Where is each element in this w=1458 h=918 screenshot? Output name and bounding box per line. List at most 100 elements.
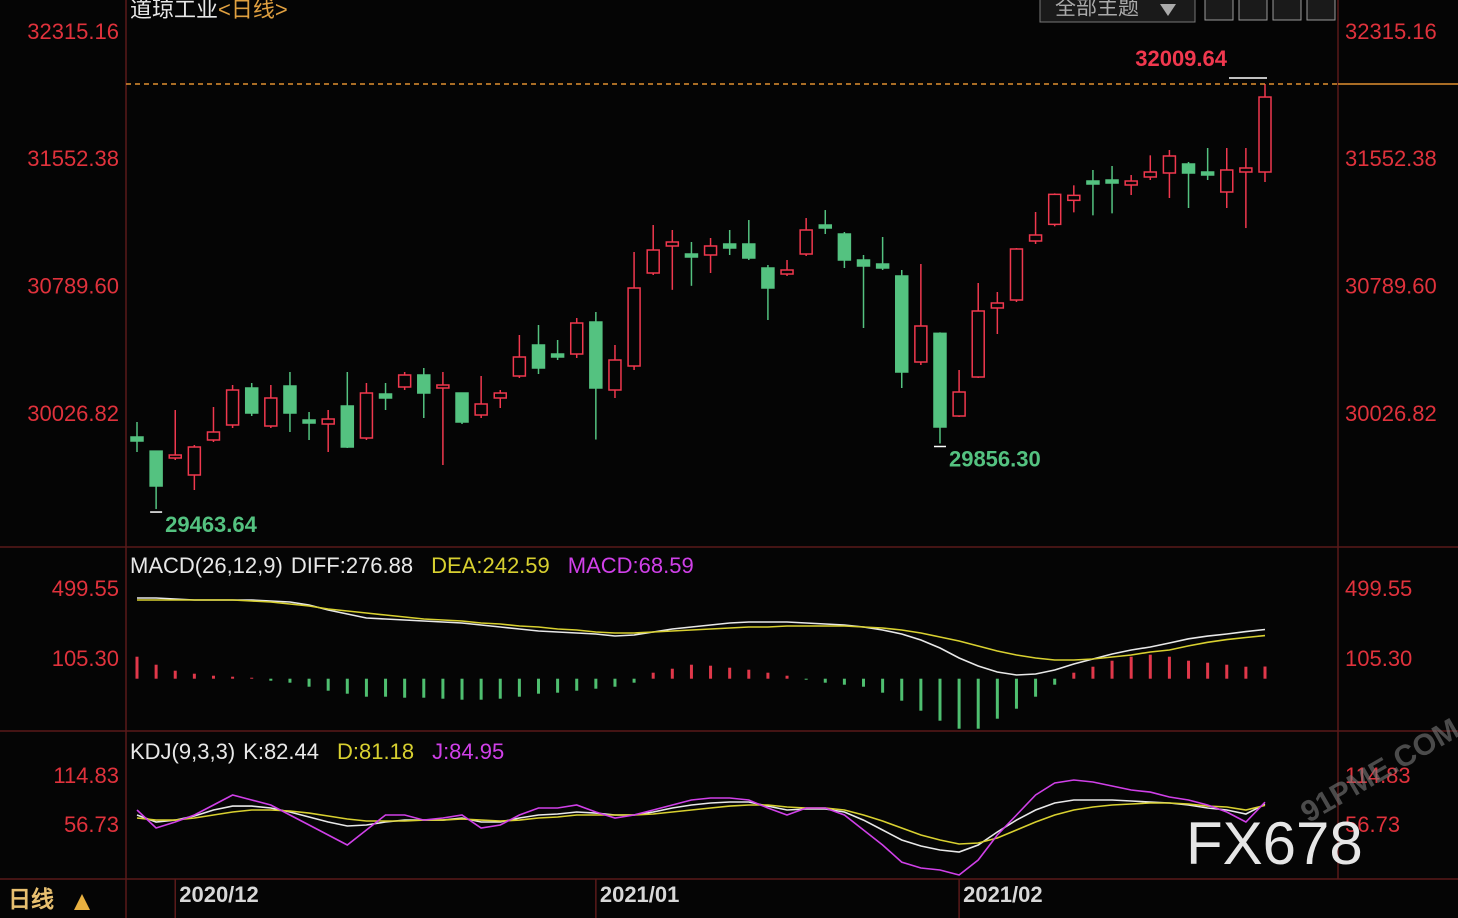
- histogram-bar: [403, 678, 407, 698]
- candle-body: [646, 249, 660, 274]
- candle-body: [378, 393, 393, 399]
- histogram-bar: [1244, 666, 1248, 679]
- tool-icon[interactable]: [1238, 0, 1268, 21]
- histogram-bar: [575, 678, 579, 691]
- toolbar: 全部主题: [1039, 0, 1336, 23]
- candle-body: [589, 321, 603, 389]
- histogram-bar: [689, 664, 693, 679]
- histogram-bar: [1091, 666, 1095, 679]
- histogram-bar: [976, 678, 980, 729]
- histogram-bar: [804, 678, 808, 680]
- y-tick-label-right: 30789.60: [1345, 273, 1437, 298]
- candle-body: [302, 419, 316, 424]
- candle-body: [856, 259, 871, 267]
- histogram-bar: [1187, 660, 1191, 679]
- min-label: 29463.64: [165, 512, 258, 537]
- y-tick-label: 31552.38: [27, 146, 119, 171]
- histogram-bar: [842, 678, 846, 685]
- tool-icon[interactable]: [1204, 0, 1234, 21]
- theme-button[interactable]: [1039, 0, 1196, 23]
- candle-body: [130, 436, 144, 442]
- tool-icon[interactable]: [1306, 0, 1336, 21]
- histogram-bar: [632, 678, 636, 683]
- candle-body: [894, 275, 909, 373]
- histogram-bar: [613, 678, 617, 687]
- candle-body: [608, 359, 622, 391]
- histogram-bar: [1206, 662, 1210, 679]
- histogram-bar: [1072, 672, 1076, 679]
- candle-body: [244, 387, 259, 414]
- histogram-bar: [1167, 656, 1171, 679]
- candle-body: [187, 446, 202, 476]
- y-tick-label: 56.73: [64, 812, 119, 837]
- indicator-line: [136, 799, 1266, 853]
- y-tick-label-right: 30026.82: [1345, 401, 1437, 426]
- panel-title: KDJ(9,3,3): [130, 739, 235, 764]
- candle-body: [837, 233, 852, 261]
- histogram-bar: [957, 678, 961, 729]
- candle-body: [761, 267, 775, 289]
- panel-title: MACD(26,12,9): [130, 553, 283, 578]
- histogram-bar: [900, 678, 904, 701]
- candle-body: [703, 245, 718, 256]
- legend-entry: J:84.95: [432, 739, 504, 764]
- candle-body: [799, 229, 813, 255]
- candle-body: [1067, 194, 1081, 202]
- histogram-bar: [728, 667, 732, 679]
- max-label: 32009.64: [1135, 46, 1228, 71]
- y-tick-label: 105.30: [52, 646, 119, 671]
- histogram-bar: [1225, 664, 1229, 679]
- candle-body: [206, 431, 221, 441]
- indicator-line: [137, 599, 1266, 661]
- y-tick-label: 30026.82: [27, 401, 119, 426]
- candle-body: [283, 385, 297, 414]
- histogram-bar: [995, 678, 999, 719]
- candle-body: [665, 241, 680, 247]
- candle-body: [1086, 180, 1100, 185]
- histogram-bar: [766, 672, 770, 679]
- y-tick-label: 114.83: [53, 763, 119, 788]
- candle-body: [436, 384, 450, 389]
- y-tick-label: 499.55: [52, 576, 119, 601]
- histogram-bar: [288, 678, 292, 683]
- candle-body: [1162, 155, 1177, 174]
- panel-subtitle: <日线>: [218, 0, 288, 22]
- histogram-bar: [938, 678, 942, 721]
- indicator-line: [136, 779, 1266, 876]
- candle-body: [1258, 96, 1272, 173]
- histogram-bar: [422, 678, 426, 698]
- candle-body: [417, 374, 431, 394]
- histogram-bar: [1014, 678, 1018, 709]
- legend-entry: MACD:68.59: [568, 553, 694, 578]
- histogram-bar: [192, 673, 196, 679]
- histogram-bar: [1034, 678, 1038, 697]
- panel-title: 道琼工业: [130, 0, 218, 22]
- candle-body: [780, 269, 794, 275]
- min-label: 29856.30: [949, 446, 1041, 471]
- legend-entry: D:81.18: [337, 739, 414, 764]
- histogram-bar: [785, 675, 789, 679]
- candle-body: [168, 454, 182, 459]
- histogram-bar: [670, 668, 674, 679]
- histogram-bar: [154, 664, 158, 679]
- y-tick-label: 32315.16: [27, 19, 119, 44]
- histogram-bar: [517, 678, 521, 697]
- tool-icon[interactable]: [1272, 0, 1302, 21]
- histogram-bar: [364, 678, 368, 697]
- histogram-bar: [556, 678, 560, 693]
- legend-entry: K:82.44: [243, 739, 319, 764]
- candle-body: [397, 374, 412, 388]
- histogram-bar: [250, 677, 254, 679]
- candle-body: [1220, 169, 1234, 193]
- histogram-bar: [536, 678, 540, 694]
- candle-body: [569, 322, 584, 355]
- legend-entry: DIFF:276.88: [291, 553, 413, 578]
- candle-body: [1239, 167, 1253, 173]
- histogram-bar: [345, 678, 349, 694]
- period-label[interactable]: 日线: [8, 886, 54, 912]
- candle-body: [264, 397, 278, 427]
- candle-body: [512, 356, 527, 377]
- candle-body: [1105, 179, 1119, 184]
- theme-label[interactable]: 全部主题: [1055, 0, 1139, 20]
